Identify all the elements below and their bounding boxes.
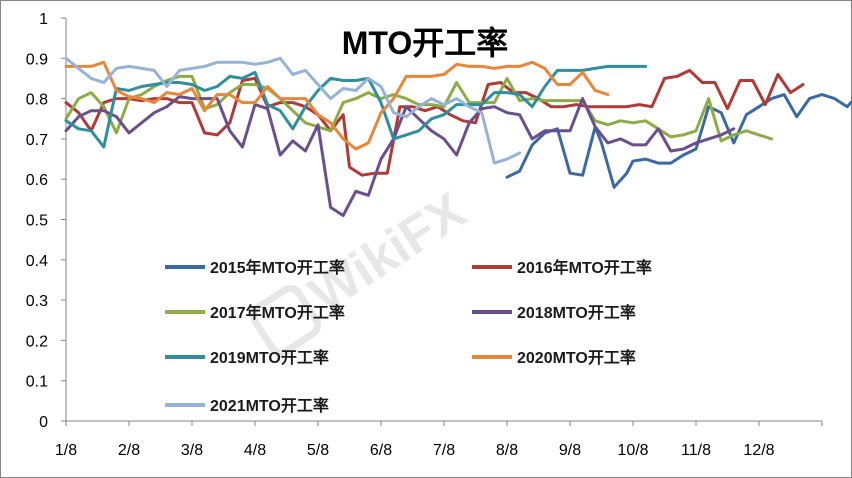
legend-entry-4: 2018MTO开工率 <box>472 303 636 322</box>
x-tick-label: 4/8 <box>244 442 266 459</box>
series-line-3 <box>64 74 774 143</box>
x-tick-label: 1/8 <box>55 442 77 459</box>
y-tick-label: 0.8 <box>26 92 48 109</box>
x-tick-label: 11/8 <box>681 442 711 459</box>
legend-entry-6: 2020MTO开工率 <box>472 348 636 367</box>
y-tick-label: 0.2 <box>26 333 48 350</box>
series-line-2 <box>64 68 805 177</box>
y-tick-label: 1 <box>39 11 48 28</box>
watermark-logo-icon <box>249 284 322 357</box>
x-tick-label: 3/8 <box>181 442 203 459</box>
legend-label: 2018MTO开工率 <box>517 303 636 322</box>
x-tick-label: 7/8 <box>433 442 455 459</box>
x-tick-label: 10/8 <box>617 442 648 459</box>
series-line-6 <box>64 60 610 151</box>
y-tick-label: 0.3 <box>26 293 48 310</box>
x-tick-label: 9/8 <box>559 442 581 459</box>
y-tick-label: 0 <box>39 414 48 431</box>
legend-entry-2: 2016年MTO开工率 <box>472 258 652 277</box>
y-tick-label: 0.9 <box>26 51 48 68</box>
legend-entry-3: 2017年MTO开工率 <box>165 303 345 322</box>
y-tick-label: 0.4 <box>26 253 48 270</box>
legend-label: 2015年MTO开工率 <box>210 258 345 277</box>
x-tick-label: 8/8 <box>496 442 518 459</box>
series-line-4 <box>64 95 736 217</box>
x-tick-label: 2/8 <box>118 442 140 459</box>
legend: 2015年MTO开工率 2016年MTO开工率 2017年MTO开工率 2018MTO… <box>165 258 652 415</box>
legend-label: 2021MTO开工率 <box>210 396 329 415</box>
y-tick-label: 0.6 <box>26 172 48 189</box>
legend-entry-7: 2021MTO开工率 <box>165 396 329 415</box>
x-tick-label: 5/8 <box>307 442 329 459</box>
y-tick-label: 0.1 <box>26 374 48 391</box>
series-line-1 <box>505 93 852 189</box>
svg-text:WikiFX: WikiFX <box>299 181 476 324</box>
series-layer <box>64 56 852 217</box>
y-tick-label: 0.7 <box>26 132 48 149</box>
y-tick-label: 0.5 <box>26 213 48 230</box>
axes: 00.10.20.30.40.50.60.70.80.911/8 2/8 3/8 4/… <box>26 11 823 459</box>
legend-label: 2020MTO开工率 <box>517 348 636 367</box>
x-tick-label: 6/8 <box>370 442 392 459</box>
x-tick-label: 12/8 <box>743 442 774 459</box>
legend-label: 2017年MTO开工率 <box>210 303 345 322</box>
series-line-7 <box>64 56 522 165</box>
legend-entry-5: 2019MTO开工率 <box>165 348 329 367</box>
legend-label: 2016年MTO开工率 <box>517 258 652 277</box>
chart-title: MTO开工率 <box>342 25 509 61</box>
legend-label: 2019MTO开工率 <box>210 348 329 367</box>
legend-entry-1: 2015年MTO开工率 <box>165 258 345 277</box>
